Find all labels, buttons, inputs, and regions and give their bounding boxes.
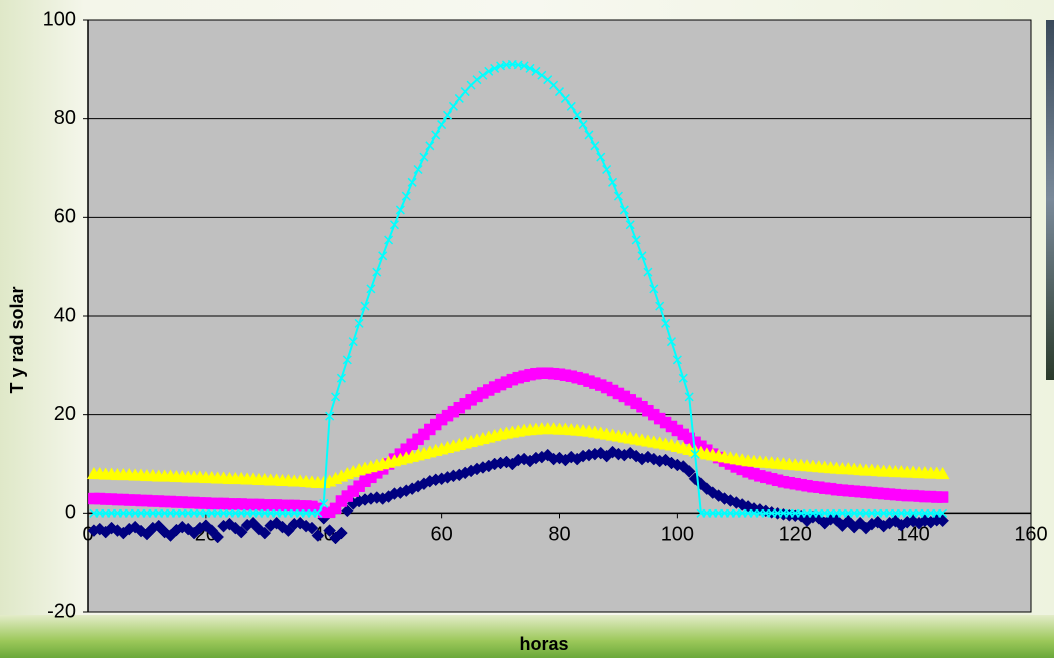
y-tick-label: 80 bbox=[54, 107, 76, 129]
y-tick-label: -20 bbox=[47, 600, 76, 622]
y-tick-label: 20 bbox=[54, 403, 76, 425]
page: {"chart_data": {"type": "scatter", "xlab… bbox=[0, 0, 1054, 658]
x-tick-label: 60 bbox=[431, 524, 453, 546]
x-axis-title: horas bbox=[519, 634, 568, 654]
x-tick-label: 100 bbox=[661, 524, 694, 546]
y-axis-title: T y rad solar bbox=[7, 286, 27, 393]
x-tick-label: 160 bbox=[1014, 524, 1047, 546]
y-tick-label: 60 bbox=[54, 206, 76, 228]
marker bbox=[937, 492, 948, 503]
y-tick-label: 100 bbox=[43, 8, 76, 30]
x-tick-label: 80 bbox=[548, 524, 570, 546]
y-tick-label: 0 bbox=[65, 502, 76, 524]
chart: horas T y rad solar -2002040608010002040… bbox=[0, 0, 1054, 658]
y-tick-label: 40 bbox=[54, 304, 76, 326]
